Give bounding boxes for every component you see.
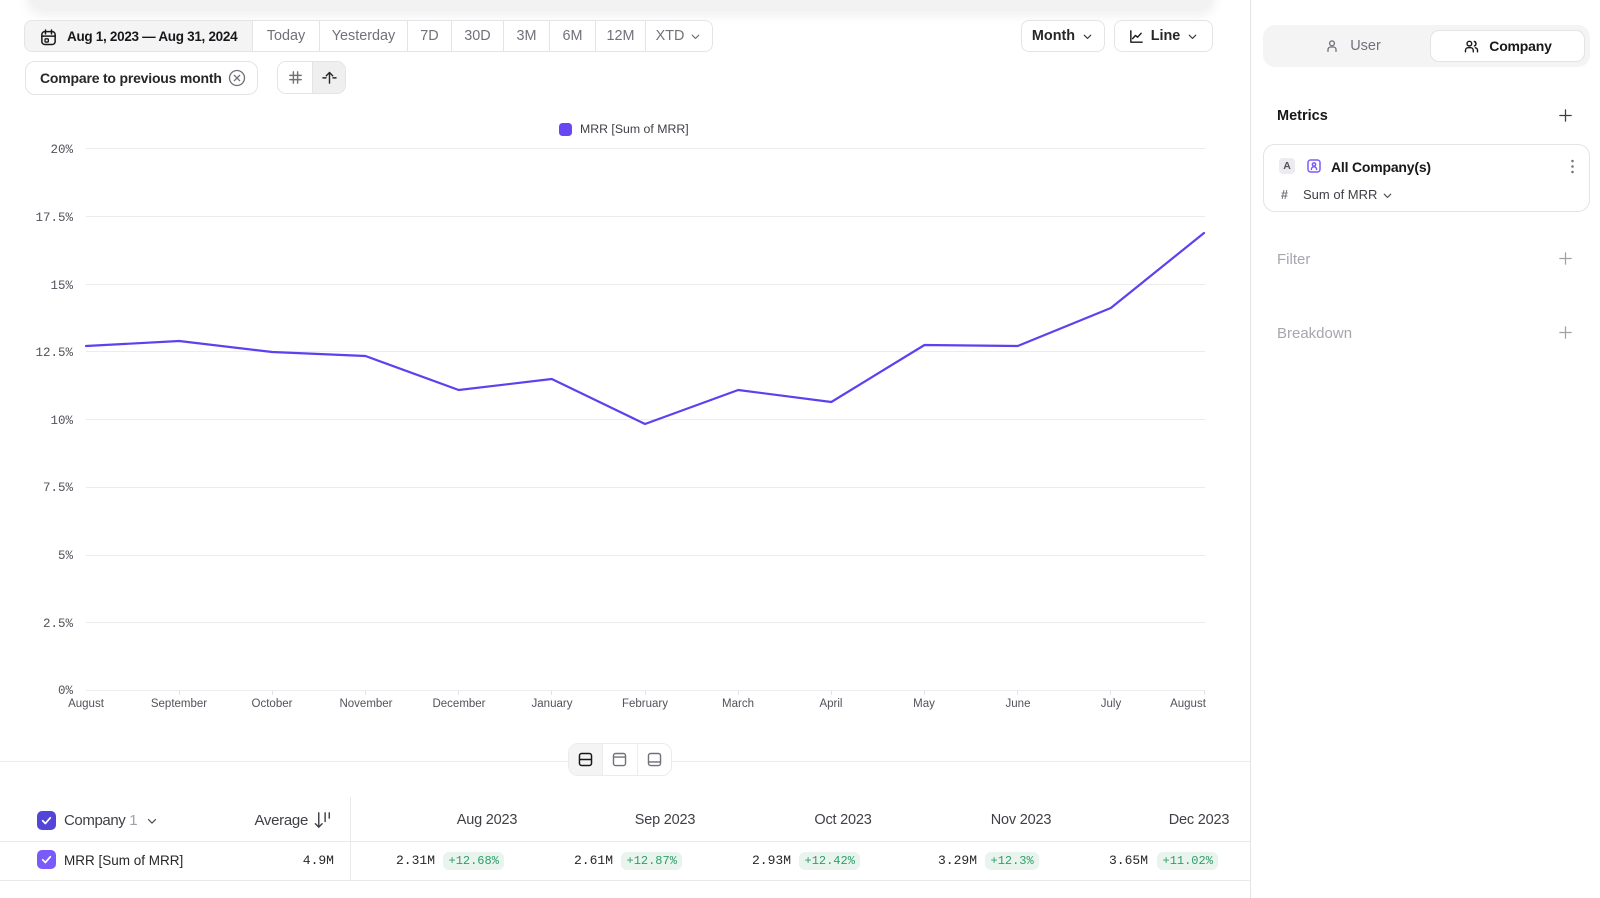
svg-text:August: August xyxy=(68,698,105,710)
svg-text:15%: 15% xyxy=(50,279,73,293)
svg-text:5%: 5% xyxy=(58,549,74,563)
svg-text:May: May xyxy=(913,698,935,710)
svg-text:November: November xyxy=(339,698,392,710)
svg-text:December: December xyxy=(432,698,485,710)
svg-text:February: February xyxy=(622,698,668,710)
svg-text:August: August xyxy=(1170,698,1207,710)
svg-text:January: January xyxy=(532,698,573,710)
svg-text:0%: 0% xyxy=(58,684,74,698)
svg-text:April: April xyxy=(819,698,842,710)
svg-text:20%: 20% xyxy=(50,143,73,157)
svg-text:17.5%: 17.5% xyxy=(35,211,73,225)
svg-text:12.5%: 12.5% xyxy=(35,346,73,360)
svg-text:October: October xyxy=(252,698,293,710)
svg-text:June: June xyxy=(1006,698,1031,710)
svg-text:10%: 10% xyxy=(50,414,73,428)
svg-text:September: September xyxy=(151,698,207,710)
svg-text:2.5%: 2.5% xyxy=(43,617,74,631)
svg-text:7.5%: 7.5% xyxy=(43,481,74,495)
svg-text:July: July xyxy=(1101,698,1122,710)
svg-text:March: March xyxy=(722,698,754,710)
